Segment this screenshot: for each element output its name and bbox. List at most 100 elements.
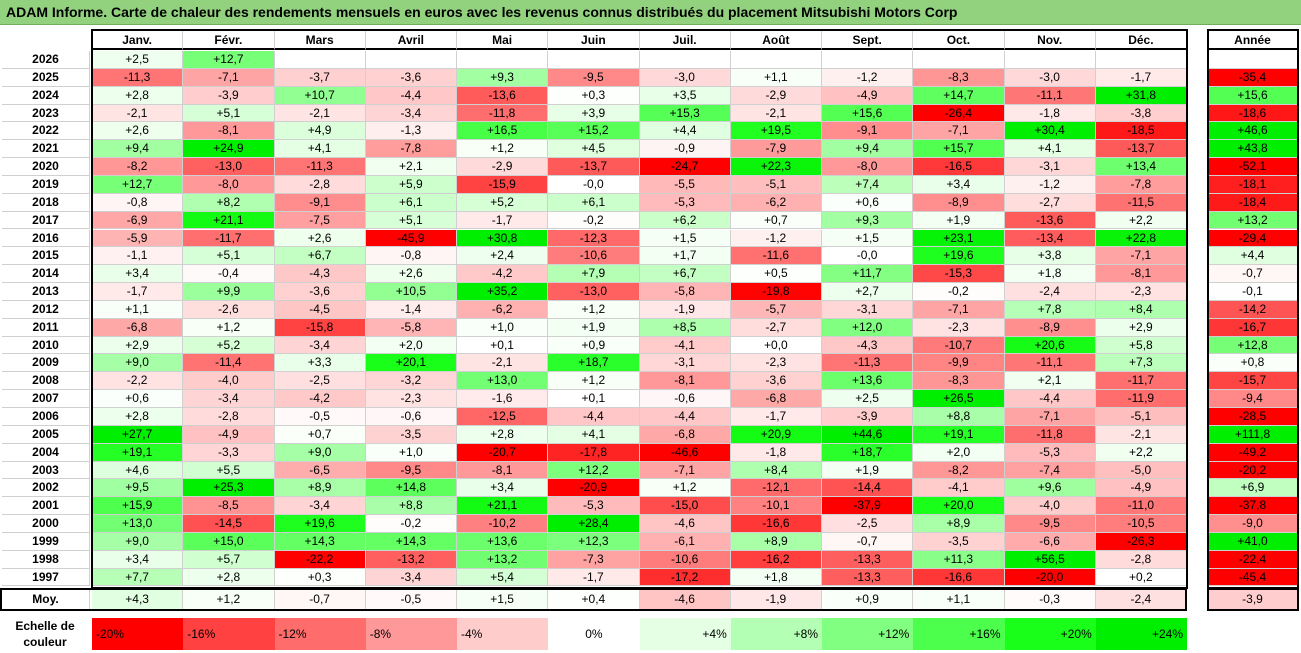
heatmap-cell: -9,5 [548, 68, 640, 87]
heatmap-cell: -7,1 [1004, 408, 1096, 426]
heatmap-cell: +2,9 [1095, 318, 1187, 337]
heatmap-cell: -2,1 [92, 104, 184, 123]
column-header: Juin [548, 30, 640, 50]
row-year-label: 2004 [2, 443, 90, 462]
heatmap-cell: -13,6 [1004, 211, 1096, 230]
heatmap-cell: +8,4 [1095, 300, 1187, 319]
heatmap-cell: -5,9 [92, 229, 184, 248]
annual-cell: -16,7 [1208, 318, 1298, 337]
heatmap-cell: -11,4 [183, 354, 275, 373]
column-header: Mai [457, 30, 549, 50]
heatmap-cell: -7,9 [730, 140, 822, 159]
heatmap-cell: +3,4 [913, 175, 1005, 194]
heatmap-cell: -11,3 [92, 68, 184, 87]
heatmap-cell: -10,6 [639, 550, 731, 569]
heatmap-cell: -2,1 [1095, 425, 1187, 444]
heatmap-cell: +8,8 [365, 497, 457, 516]
heatmap-cell: +20,9 [730, 425, 822, 444]
heatmap-cell: -2,4 [1004, 283, 1096, 301]
heatmap-cell: +2,2 [1095, 211, 1187, 230]
heatmap-cell: +15,9 [92, 497, 184, 516]
heatmap-cell: -22,2 [274, 550, 366, 569]
heatmap-cell: -7,8 [365, 140, 457, 159]
heatmap-cell: +15,0 [183, 532, 275, 551]
annual-cell: +13,2 [1208, 211, 1298, 230]
heatmap-cell: +8,5 [639, 318, 731, 337]
heatmap-cell: -0,8 [365, 247, 457, 266]
average-cell: +1,2 [183, 588, 275, 610]
heatmap-cell: +1,2 [183, 318, 275, 337]
average-cell: -4,6 [639, 588, 731, 610]
heatmap-cell: -6,6 [1004, 532, 1096, 551]
annual-cell: -52,1 [1208, 158, 1298, 176]
heatmap-cell: -1,7 [730, 408, 822, 426]
heatmap-cell: +2,0 [913, 443, 1005, 462]
heatmap-cell: -2,9 [730, 86, 822, 105]
heatmap-cell: +14,3 [274, 532, 366, 551]
heatmap-cell: -5,1 [1095, 408, 1187, 426]
legend-swatch: -4% [457, 618, 549, 650]
heatmap-cell: +10,5 [365, 283, 457, 301]
heatmap-cell: -8,1 [183, 122, 275, 141]
heatmap-cell: -14,5 [183, 515, 275, 533]
annual-cell: -18,4 [1208, 193, 1298, 212]
heatmap-cell: +22,8 [1095, 229, 1187, 248]
heatmap-cell: -5,1 [730, 175, 822, 194]
heatmap-cell: -4,0 [1004, 497, 1096, 516]
heatmap-cell: +56,5 [1004, 550, 1096, 569]
heatmap-cell: -26,3 [1095, 532, 1187, 551]
heatmap-cell: +2,5 [92, 51, 184, 69]
heatmap-cell [274, 51, 366, 69]
heatmap-cell: -4,6 [639, 515, 731, 533]
heatmap-cell: -7,1 [183, 68, 275, 87]
heatmap-cell: -6,8 [92, 318, 184, 337]
heatmap-cell: -3,4 [274, 497, 366, 516]
heatmap-cell: -1,4 [365, 300, 457, 319]
heatmap-cell: -15,3 [913, 265, 1005, 284]
heatmap-cell: -8,2 [92, 158, 184, 176]
heatmap-cell: -2,8 [274, 175, 366, 194]
column-header: Sept. [822, 30, 914, 50]
column-header-annual: Année [1208, 30, 1298, 50]
annual-cell: -29,4 [1208, 229, 1298, 248]
heatmap-cell: -11,8 [1004, 425, 1096, 444]
heatmap-cell: +1,9 [913, 211, 1005, 230]
heatmap-cell: +1,0 [457, 318, 549, 337]
heatmap-cell: -0,4 [183, 265, 275, 284]
heatmap-cell: +16,5 [457, 122, 549, 141]
average-row-label: Moy. [2, 588, 90, 610]
heatmap-cell: +1,5 [822, 229, 914, 248]
heatmap-cell: -1,7 [457, 211, 549, 230]
heatmap-cell: -2,1 [730, 104, 822, 123]
legend-swatch: -16% [183, 618, 275, 650]
heatmap-cell: -3,4 [365, 104, 457, 123]
heatmap-cell: -6,8 [639, 425, 731, 444]
heatmap-cell [365, 51, 457, 69]
row-year-label: 2021 [2, 140, 90, 159]
heatmap-cell: -7,3 [548, 550, 640, 569]
annual-cell: -20,2 [1208, 461, 1298, 480]
column-header: Août [730, 30, 822, 50]
annual-cell: -15,7 [1208, 372, 1298, 391]
heatmap-cell: +2,8 [92, 408, 184, 426]
heatmap-cell: +3,9 [548, 104, 640, 123]
heatmap-cell: -4,4 [365, 86, 457, 105]
heatmap-cell: -12,5 [457, 408, 549, 426]
heatmap-cell: -15,9 [457, 175, 549, 194]
heatmap-cell: -45,9 [365, 229, 457, 248]
heatmap-cell: -6,2 [457, 300, 549, 319]
heatmap-cell: +19,1 [913, 425, 1005, 444]
heatmap-cell: -6,8 [730, 390, 822, 408]
heatmap-cell: -3,6 [730, 372, 822, 391]
heatmap-cell: -4,9 [1095, 479, 1187, 498]
heatmap-cell: +1,2 [548, 372, 640, 391]
heatmap-cell: +0,3 [274, 568, 366, 587]
heatmap-cell: +14,3 [365, 532, 457, 551]
heatmap-cell: +0,3 [548, 86, 640, 105]
annual-cell: +6,9 [1208, 479, 1298, 498]
heatmap-cell: +4,5 [548, 140, 640, 159]
column-header: Nov. [1004, 30, 1096, 50]
heatmap-cell [1095, 51, 1187, 69]
heatmap-cell: -15,8 [274, 318, 366, 337]
heatmap-cell: -8,3 [913, 68, 1005, 87]
